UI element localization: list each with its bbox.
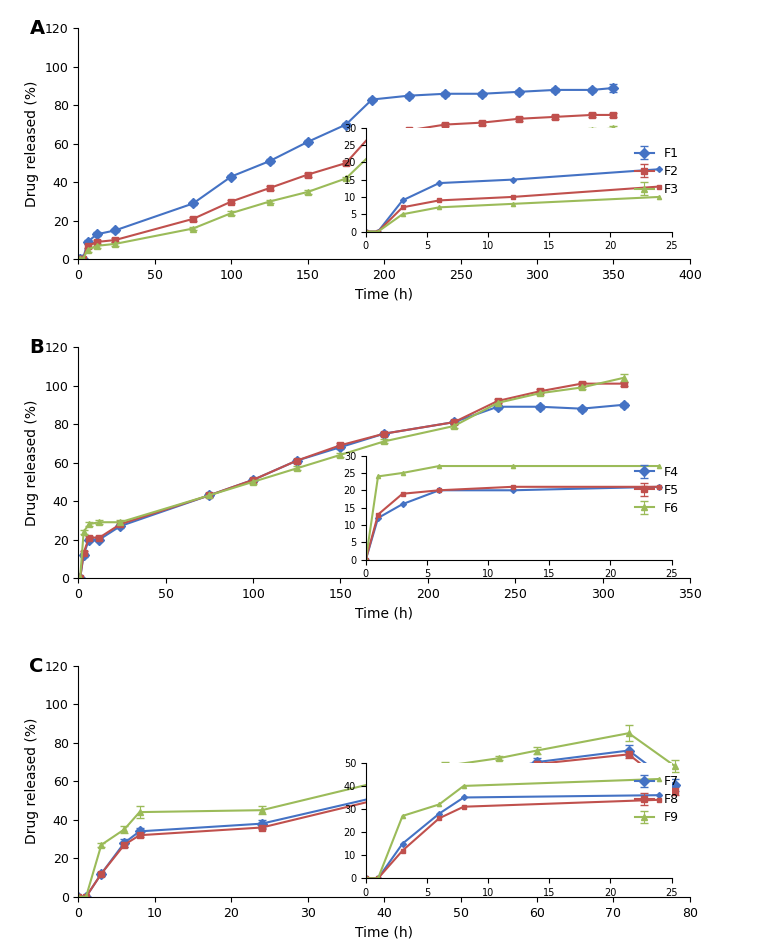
X-axis label: Time (h): Time (h)	[355, 925, 413, 939]
Text: A: A	[30, 19, 45, 38]
X-axis label: Time (h): Time (h)	[355, 288, 413, 301]
Text: C: C	[30, 657, 44, 676]
Y-axis label: Drug released (%): Drug released (%)	[25, 399, 39, 526]
Legend: F4, F5, F6: F4, F5, F6	[630, 461, 684, 520]
Text: B: B	[30, 338, 44, 357]
Y-axis label: Drug released (%): Drug released (%)	[25, 80, 39, 207]
Legend: F7, F8, F9: F7, F8, F9	[630, 770, 684, 829]
Y-axis label: Drug released (%): Drug released (%)	[25, 718, 39, 845]
Legend: F1, F2, F3: F1, F2, F3	[630, 142, 684, 201]
X-axis label: Time (h): Time (h)	[355, 606, 413, 620]
